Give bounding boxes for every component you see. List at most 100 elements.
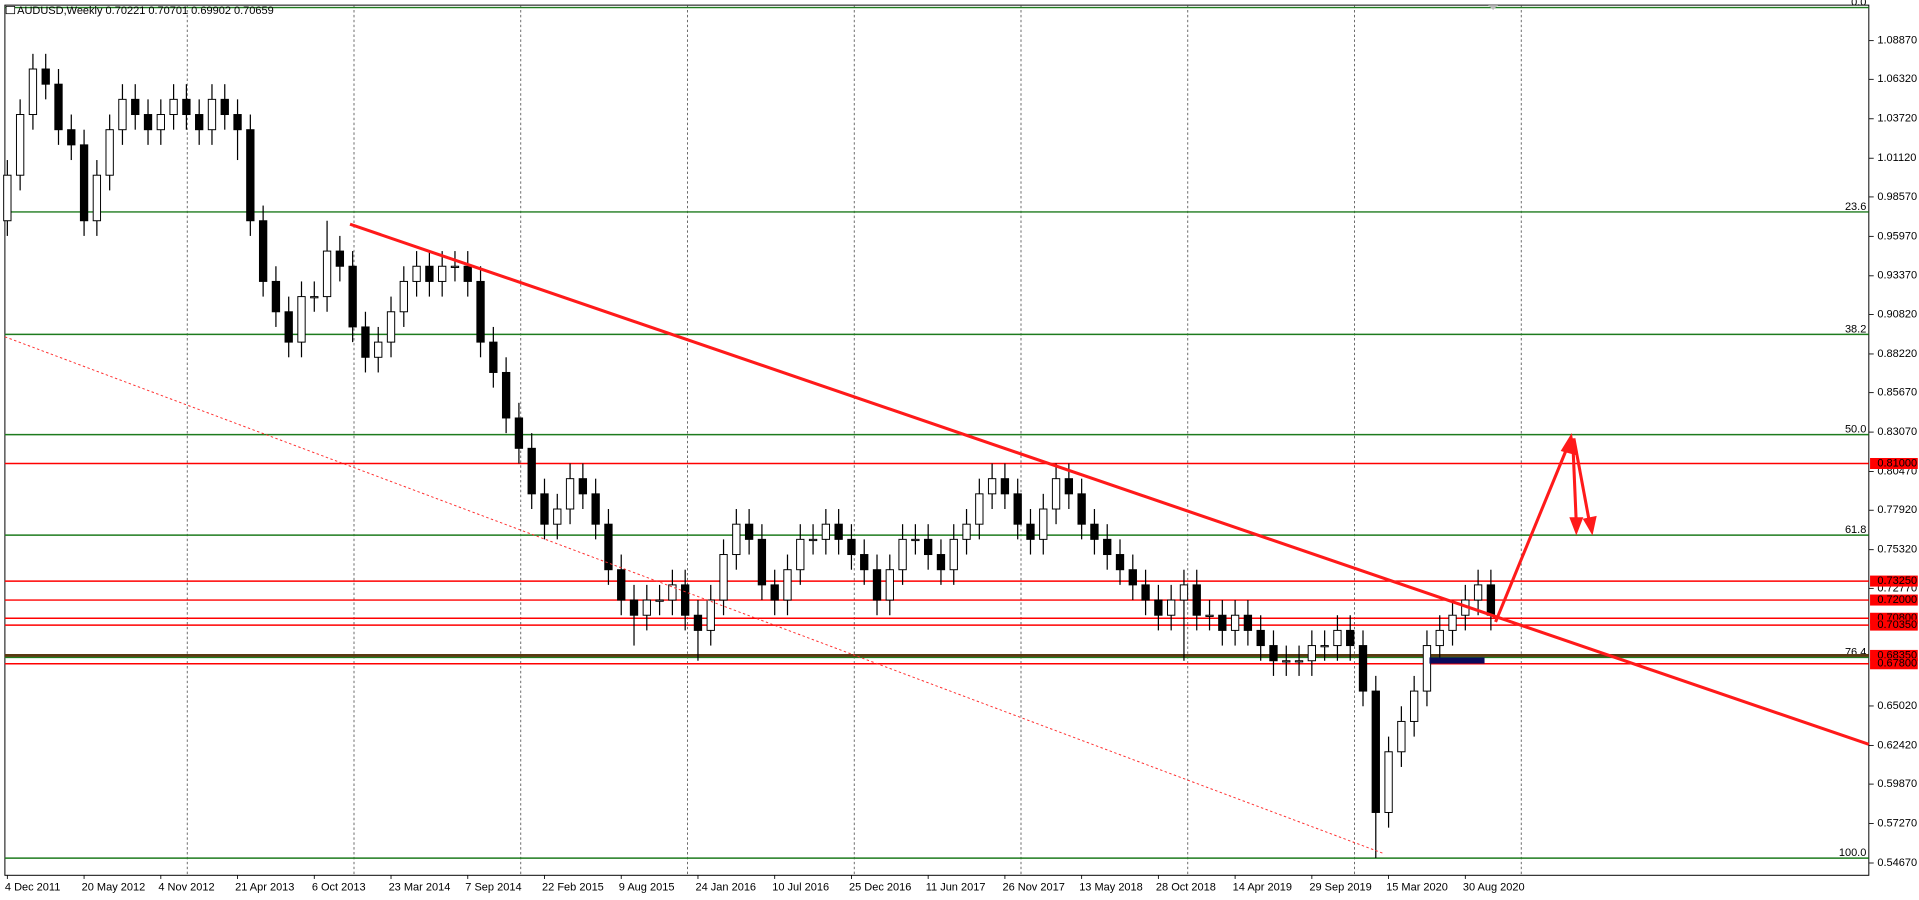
candle-body — [67, 129, 76, 146]
candle-body — [156, 114, 165, 131]
candle-body — [719, 554, 728, 601]
y-tick-label: 1.08870 — [1877, 35, 1917, 47]
x-tick-label: 29 Sep 2019 — [1309, 881, 1371, 893]
forecast-arrows — [1494, 433, 1597, 623]
candle-body — [438, 265, 447, 282]
candle-body — [28, 68, 38, 116]
candle-body — [1179, 584, 1189, 601]
candle-body — [1026, 523, 1035, 540]
arrow-down — [1571, 438, 1578, 525]
candle-body — [463, 265, 472, 282]
candle-body — [1307, 645, 1317, 662]
y-tick-label: 0.95970 — [1877, 230, 1917, 242]
fib-label: 38.2 — [1845, 323, 1866, 335]
candle-body — [1077, 493, 1086, 525]
toolbar-marker — [1488, 5, 1498, 11]
candle-body — [169, 98, 178, 116]
candle-body — [1090, 523, 1099, 540]
candle-body — [796, 538, 805, 571]
x-tick-label: 6 Oct 2013 — [312, 881, 366, 893]
candle-body — [757, 538, 767, 586]
candle-body — [258, 220, 268, 282]
y-tick-label: 0.75320 — [1877, 544, 1917, 556]
candle-body — [1333, 629, 1342, 647]
candle-body — [1409, 690, 1419, 722]
candle-body — [322, 250, 332, 298]
x-tick-label: 30 Aug 2020 — [1463, 881, 1525, 893]
x-tick-label: 14 Apr 2019 — [1233, 881, 1292, 893]
y-tick-label: 0.83070 — [1877, 426, 1917, 438]
candle-body — [374, 341, 383, 358]
candle-body — [105, 129, 114, 176]
candle-body — [182, 98, 191, 116]
x-tick-label: 9 Aug 2015 — [619, 881, 675, 893]
candle-body — [92, 174, 102, 222]
candle-body — [450, 265, 460, 268]
fib-label: 50.0 — [1845, 424, 1866, 436]
candle-body — [847, 538, 856, 556]
arrow-head — [1569, 517, 1584, 536]
candle-body — [1282, 660, 1291, 663]
level-tag-label: 0.70350 — [1877, 619, 1917, 631]
y-tick-label: 1.06320 — [1877, 73, 1917, 85]
y-tick-label: 0.57270 — [1877, 817, 1917, 829]
candle-body — [885, 569, 894, 601]
x-tick-label: 21 Apr 2013 — [235, 881, 294, 893]
candle-body — [399, 280, 408, 313]
candle-body — [1294, 660, 1304, 663]
candle-body — [1013, 493, 1022, 525]
candle-body — [501, 371, 511, 419]
y-tick-label: 0.77920 — [1877, 504, 1917, 516]
y-tick-label: 1.03720 — [1877, 113, 1917, 125]
candle-body — [770, 584, 779, 601]
candle-body — [1115, 554, 1125, 571]
candle-body — [1448, 614, 1457, 631]
candle-body — [361, 326, 370, 358]
candle-body — [348, 265, 357, 328]
x-tick-label: 24 Jan 2016 — [696, 881, 757, 893]
arrow-head — [1582, 515, 1597, 536]
candle-body — [949, 538, 958, 571]
candle-body — [783, 569, 792, 601]
candle-body — [284, 311, 293, 343]
x-tick-label: 10 Jul 2016 — [772, 881, 829, 893]
candle-body — [1000, 478, 1010, 495]
candle-body — [936, 554, 946, 571]
candle-body — [220, 98, 229, 116]
x-tick-label: 13 May 2018 — [1079, 881, 1143, 893]
candle-body — [335, 250, 345, 267]
fib-label: 0.0 — [1851, 0, 1866, 9]
x-tick-label: 7 Sep 2014 — [465, 881, 521, 893]
candle-body — [1064, 478, 1074, 495]
level-tag-label: 0.72000 — [1877, 594, 1917, 606]
x-tick-label: 4 Nov 2012 — [158, 881, 214, 893]
candle-body — [297, 296, 306, 343]
candle-body — [693, 614, 703, 631]
candle-body — [1051, 478, 1061, 510]
level-tag — [1870, 619, 1918, 631]
x-tick-label: 26 Nov 2017 — [1002, 881, 1064, 893]
candle-body — [1218, 614, 1227, 631]
candle-body — [860, 554, 869, 571]
candle-body — [706, 599, 715, 631]
candle-body — [808, 538, 818, 542]
candle-body — [1486, 584, 1496, 616]
candle-body — [872, 569, 882, 601]
candle-body — [1141, 584, 1150, 601]
fib-label: 61.8 — [1845, 524, 1866, 536]
channel-line — [4, 336, 1384, 854]
candle-body — [195, 114, 204, 131]
x-tick-label: 22 Feb 2015 — [542, 881, 604, 893]
y-tick-label: 1.01120 — [1877, 152, 1916, 164]
level-tag-label: 0.81000 — [1877, 457, 1917, 469]
candle-body — [1320, 645, 1329, 648]
candle-body — [131, 98, 140, 116]
candle-body — [3, 174, 12, 222]
candle-body — [1435, 629, 1444, 647]
candle-body — [489, 341, 498, 373]
candle-body — [1473, 584, 1483, 601]
candle-body — [514, 417, 524, 449]
x-tick-label: 25 Dec 2016 — [849, 881, 911, 893]
candle-body — [962, 523, 971, 540]
candle-body — [553, 508, 562, 525]
